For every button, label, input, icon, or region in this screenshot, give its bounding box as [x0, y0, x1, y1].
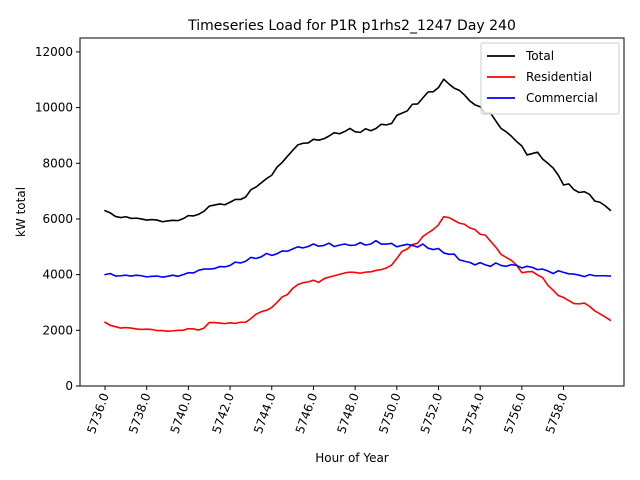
legend-label-total: Total: [525, 49, 554, 63]
y-tick-label: 4000: [42, 268, 73, 282]
y-tick-label: 10000: [35, 101, 73, 115]
series-line-commercial: [104, 239, 612, 278]
legend-label-residential: Residential: [526, 70, 592, 84]
y-tick-label: 8000: [42, 156, 73, 170]
x-axis-label: Hour of Year: [315, 451, 389, 465]
series-layer: [104, 78, 612, 332]
legend-box: [480, 42, 620, 115]
y-tick-label: 6000: [42, 212, 73, 226]
chart-title: Timeseries Load for P1R p1rhs2_1247 Day …: [187, 18, 516, 34]
series-line-total: [104, 78, 612, 223]
legend: Total Residential Commercial: [480, 42, 620, 115]
y-tick-label: 0: [65, 379, 73, 393]
y-tick-label: 12000: [35, 45, 73, 59]
legend-label-commercial: Commercial: [526, 91, 598, 105]
plot-frame: [79, 37, 625, 387]
series-line-residential: [104, 215, 612, 332]
y-axis-label: kW total: [14, 187, 28, 237]
y-axis: 0 2000 4000 6000 8000 10000 12000: [35, 45, 80, 393]
y-tick-label: 2000: [42, 323, 73, 337]
